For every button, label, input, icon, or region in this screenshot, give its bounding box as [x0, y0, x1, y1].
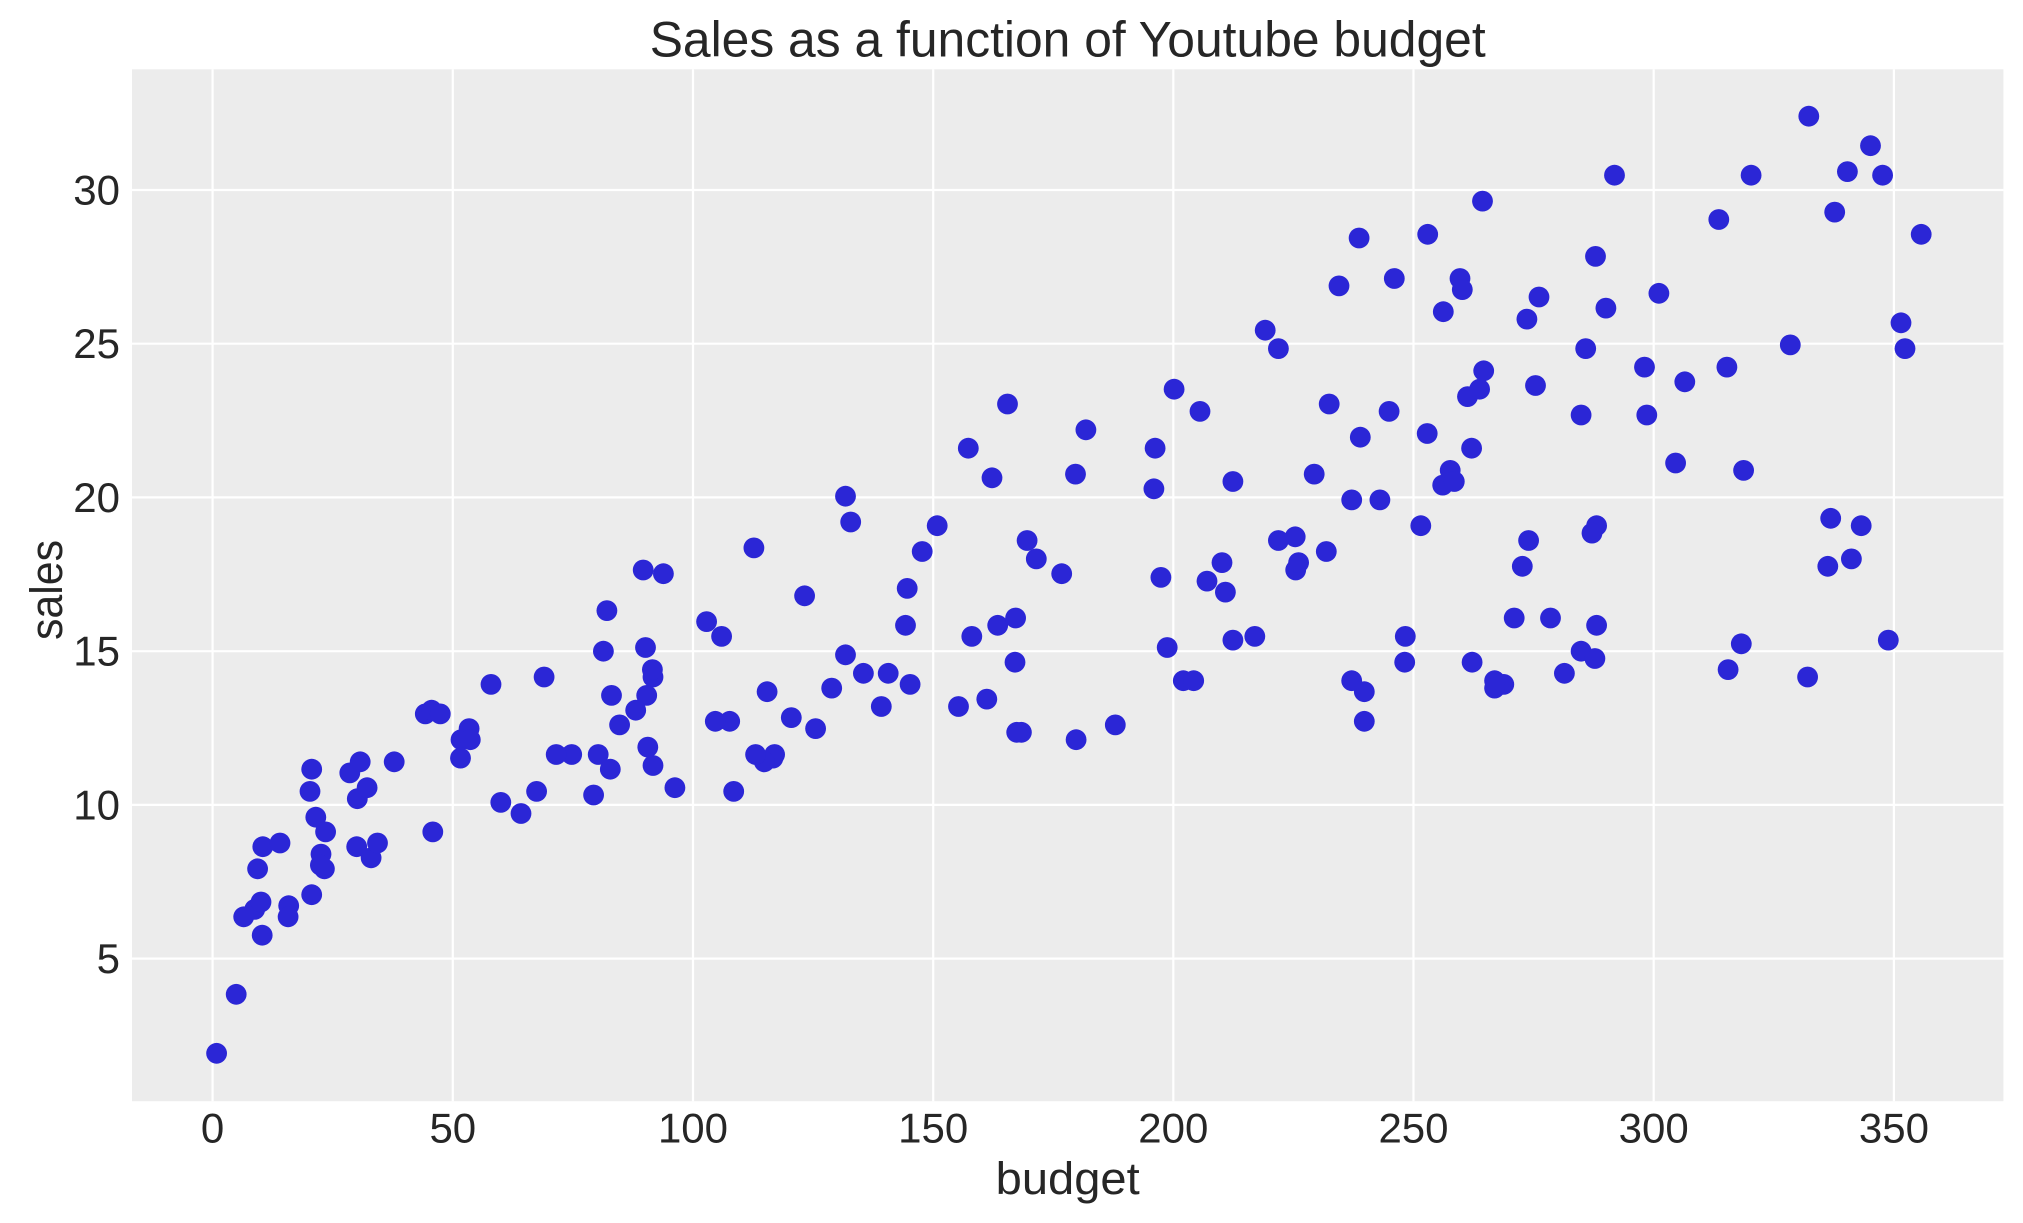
svg-text:250: 250 [1378, 1104, 1448, 1151]
svg-text:350: 350 [1859, 1104, 1929, 1151]
svg-text:100: 100 [658, 1104, 728, 1151]
svg-text:10: 10 [73, 781, 120, 828]
svg-text:15: 15 [73, 628, 120, 675]
svg-text:30: 30 [73, 167, 120, 214]
svg-text:50: 50 [429, 1104, 476, 1151]
svg-text:5: 5 [97, 935, 120, 982]
svg-text:300: 300 [1619, 1104, 1689, 1151]
svg-text:Sales as a function of Youtube: Sales as a function of Youtube budget [650, 10, 1486, 67]
svg-text:200: 200 [1138, 1104, 1208, 1151]
svg-text:20: 20 [73, 474, 120, 521]
svg-text:0: 0 [201, 1104, 224, 1151]
svg-text:150: 150 [898, 1104, 968, 1151]
svg-text:sales: sales [21, 540, 72, 640]
svg-text:budget: budget [996, 1153, 1140, 1204]
svg-text:25: 25 [73, 320, 120, 367]
